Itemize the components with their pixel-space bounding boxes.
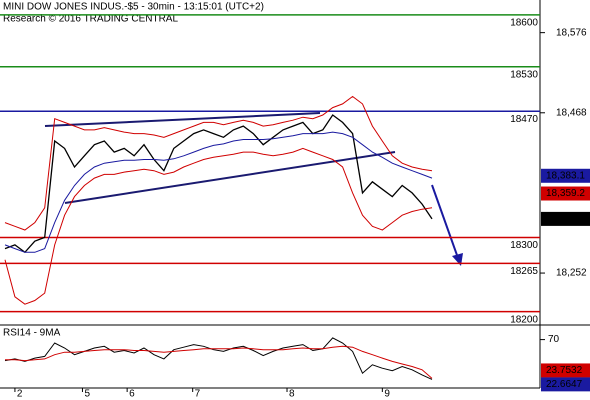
y-tick-label: 18,576 [556,27,587,38]
level-label: 18265 [510,266,538,277]
level-label: 18530 [510,69,538,80]
level-label: 18300 [510,240,538,251]
y-tick-label: 70 [548,334,560,345]
level-label: 18200 [510,314,538,325]
rsi-tag [541,377,590,392]
series-line [5,345,433,379]
price-tag [541,211,590,226]
chart-title: MINI DOW JONES INDUS.-$5 - 30min - 13:15… [3,2,264,13]
series-line [4,114,433,254]
trendline [44,112,321,127]
forecast-arrow [431,184,459,259]
price-tag-label: 18,383.1 [546,170,585,181]
series-line [4,131,433,253]
price-tag-label: 18,359.2 [546,188,585,199]
level-label: 18600 [510,17,538,28]
price-tag [541,168,590,183]
x-tick-label: 5 [84,389,90,400]
y-tick-label: 18,468 [556,107,587,118]
series-line [4,95,433,231]
rsi-title: RSI14 - 9MA [3,328,61,339]
chart-subtitle: Research © 2016 TRADING CENTRAL [3,14,178,25]
rsi-tag-label: 22.6647 [546,379,583,390]
rsi-tag [541,363,590,378]
x-tick-label: 2 [17,389,23,400]
x-tick-label: 6 [129,389,135,400]
rsi-tag-label: 23.7532 [546,365,583,376]
x-tick-label: 8 [289,389,295,400]
price-tag-label: 18,325 [546,214,577,225]
x-tick-label: 7 [195,389,201,400]
level-label: 18470 [510,114,538,125]
trendline [64,151,396,204]
series-line [4,337,433,380]
y-tick-label: 18,252 [556,268,587,279]
x-tick-label: 9 [384,389,390,400]
series-line [4,147,433,305]
price-tag [541,186,590,201]
